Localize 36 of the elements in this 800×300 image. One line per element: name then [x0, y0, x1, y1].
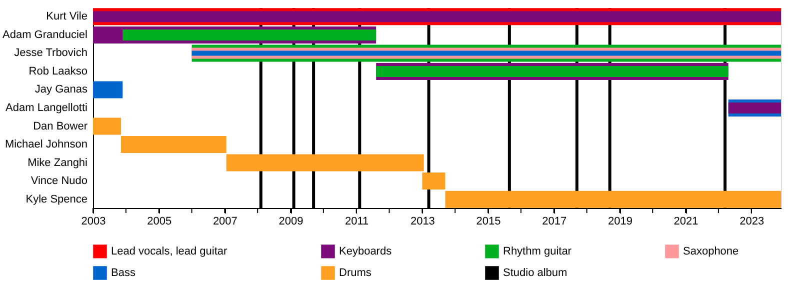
legend-label: Bass [111, 267, 136, 279]
x-tick-label: 2013 [410, 216, 435, 228]
y-tick-label: Rob Laakso [28, 65, 88, 78]
y-tick-label: Adam Granduciel [2, 28, 88, 41]
y-tick-label: Dan Bower [33, 120, 88, 132]
y-tick-label: Kyle Spence [26, 193, 88, 206]
y-tick-label: Jesse Trbovich [14, 47, 88, 60]
x-tick-label: 2005 [147, 216, 172, 228]
y-tick-label: Mike Zanghi [28, 156, 88, 169]
legend-label: Rhythm guitar [503, 245, 572, 258]
x-tick-label: 2011 [345, 216, 369, 228]
x-tick-label: 2021 [674, 216, 698, 228]
legend-label: Studio album [503, 267, 568, 279]
y-tick-label: Vince Nudo [30, 175, 88, 188]
x-tick-label: 2017 [542, 216, 567, 228]
y-tick-label: Michael Johnson [4, 138, 88, 151]
x-tick-label: 2015 [476, 216, 501, 228]
bar [122, 29, 376, 40]
bar [445, 190, 781, 208]
x-tick-label: 2007 [212, 216, 238, 228]
x-tick-label: 2003 [81, 216, 106, 228]
y-tick-label: Jay Ganas [34, 84, 88, 96]
x-tick-label: 2023 [740, 216, 764, 228]
bar [93, 118, 121, 135]
bar [376, 66, 728, 77]
y-tick-label: Kurt Vile [46, 10, 88, 23]
y-tick-label: Adam Langellotti [6, 102, 88, 114]
bar [728, 102, 781, 114]
bar [120, 136, 226, 154]
x-tick-label: 2019 [608, 216, 632, 228]
legend-label: Drums [339, 267, 372, 279]
legend-label: Saxophone [683, 245, 739, 258]
bar [93, 81, 123, 98]
x-tick-label: 2009 [278, 216, 304, 228]
legend-label: Keyboards [339, 245, 392, 258]
legend-label: Lead vocals, lead guitar [111, 245, 228, 258]
